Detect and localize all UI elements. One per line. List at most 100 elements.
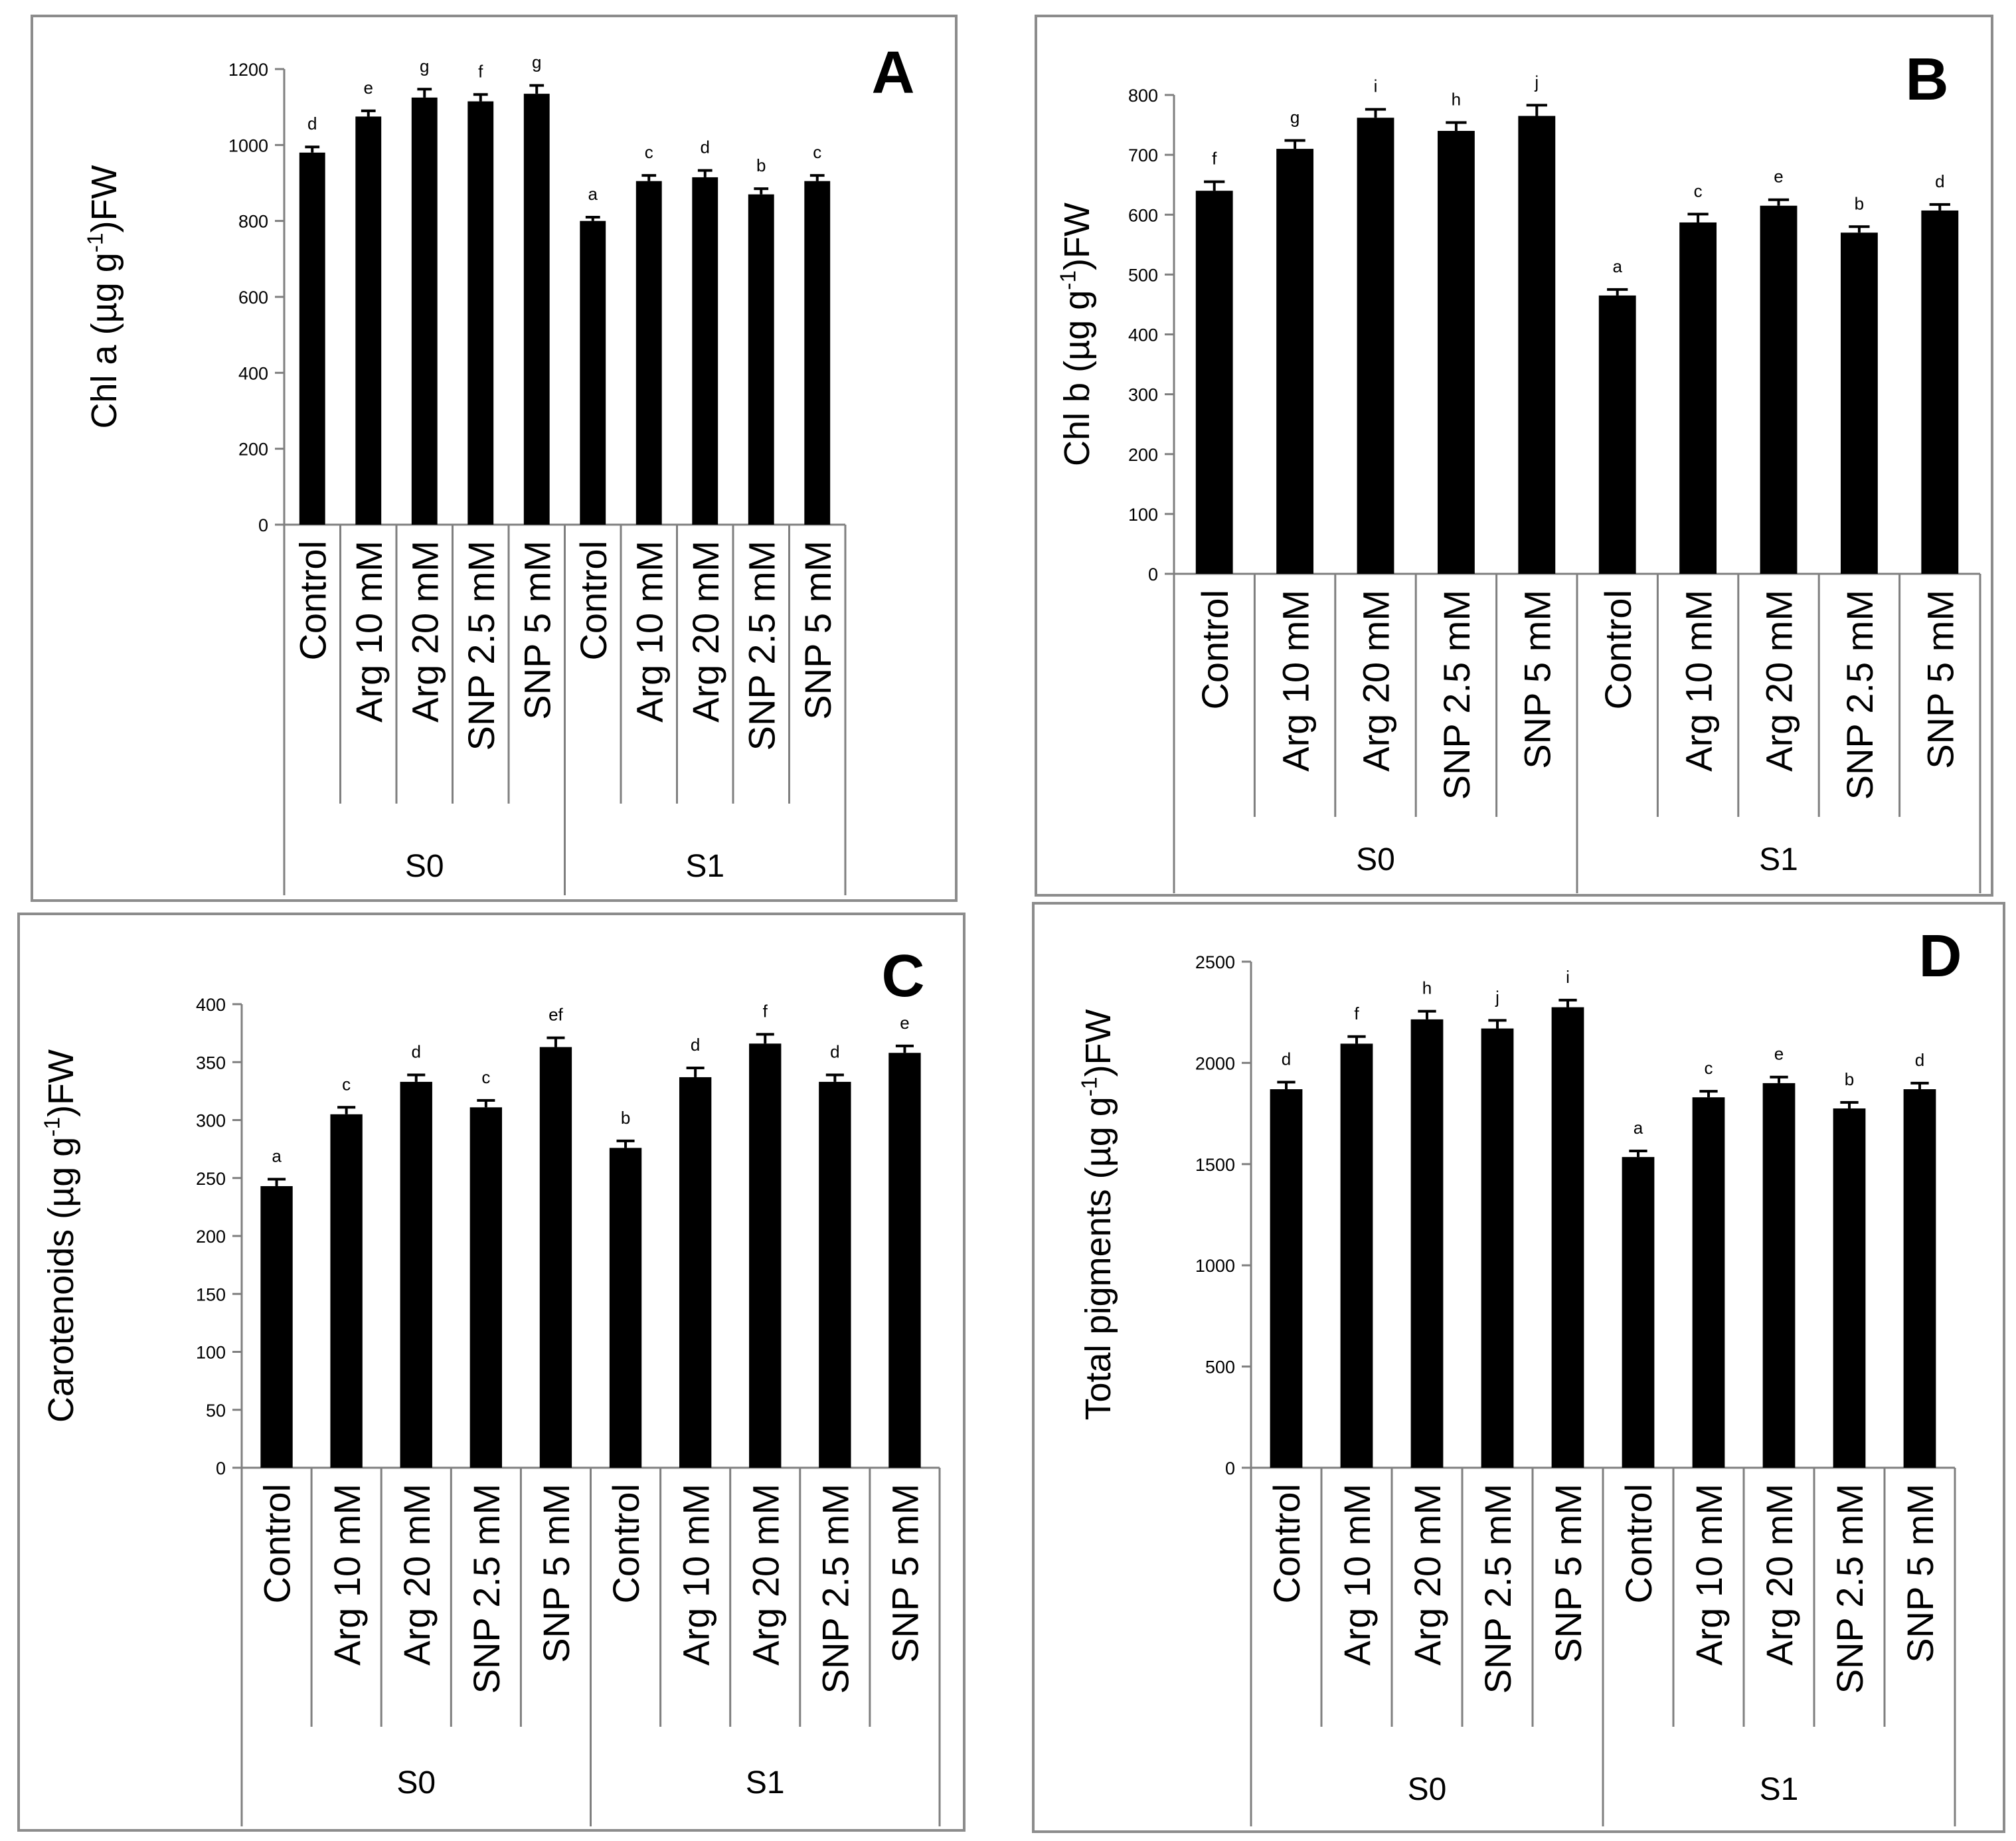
- category-label: Control: [1597, 590, 1639, 710]
- group-label: S1: [685, 849, 724, 884]
- significance-letter: d: [412, 1041, 421, 1061]
- y-axis-title-suffix: )FW: [1057, 203, 1097, 270]
- panel-letter: B: [1906, 46, 1949, 113]
- bar: [355, 116, 382, 525]
- bar: [469, 1107, 503, 1468]
- y-axis-title-unit: µg g: [41, 1137, 81, 1207]
- significance-letter: b: [756, 155, 766, 175]
- bar: [260, 1185, 293, 1468]
- category-label: Control: [1266, 1484, 1307, 1604]
- y-axis-title-suffix: )FW: [1078, 1009, 1118, 1077]
- bar: [467, 101, 494, 525]
- category-label: Control: [1618, 1484, 1659, 1604]
- chart-panel-c: 0 50 100 150 200 250 300 350 400 a Control c Arg 10 …: [17, 913, 966, 1832]
- category-label: Arg 10 mM: [628, 541, 670, 723]
- significance-letter: f: [1354, 1004, 1359, 1023]
- bar: [539, 1047, 572, 1468]
- y-tick-label: 200: [238, 440, 268, 460]
- y-tick-label: 100: [1128, 505, 1158, 525]
- bar: [609, 1148, 642, 1468]
- bar: [400, 1081, 432, 1468]
- significance-letter: c: [1705, 1058, 1713, 1078]
- category-label: Arg 10 mM: [1677, 590, 1719, 772]
- y-tick-label: 250: [196, 1169, 226, 1189]
- category-label: Arg 20 mM: [1758, 590, 1800, 772]
- y-tick-label: 0: [1225, 1458, 1235, 1478]
- bar: [679, 1077, 712, 1468]
- y-tick-label: 50: [206, 1401, 226, 1421]
- y-axis-title: Total pigments (µg g-1)FW: [1077, 1009, 1118, 1420]
- y-tick-label: 600: [1128, 205, 1158, 225]
- bar: [1410, 1019, 1444, 1468]
- bar: [1518, 116, 1556, 574]
- category-label: Arg 10 mM: [675, 1484, 716, 1666]
- bar: [1692, 1097, 1725, 1468]
- bar: [1357, 118, 1394, 574]
- bar: [1903, 1089, 1936, 1468]
- panel-frame: [1032, 902, 2005, 1833]
- bar: [580, 220, 606, 525]
- significance-letter: d: [830, 1041, 839, 1061]
- category-label: SNP 2.5 mM: [1829, 1484, 1871, 1694]
- panel-frame: [31, 15, 958, 902]
- y-tick-label: 0: [258, 515, 268, 535]
- y-axis-title-superscript: -1: [1056, 270, 1080, 290]
- significance-letter: b: [1855, 193, 1864, 213]
- y-axis-title: Chl a (µg g-1)FW: [83, 165, 124, 429]
- significance-letter: e: [900, 1013, 909, 1033]
- category-label: Arg 10 mM: [326, 1484, 368, 1666]
- category-label: SNP 5 mM: [884, 1484, 926, 1663]
- significance-letter: d: [691, 1035, 700, 1055]
- category-label: SNP 5 mM: [1516, 590, 1558, 769]
- category-label: Arg 20 mM: [396, 1484, 438, 1666]
- panel-letter: A: [872, 40, 915, 106]
- group-label: S1: [1759, 842, 1798, 877]
- bar: [804, 181, 831, 525]
- group-label: S1: [746, 1765, 785, 1800]
- significance-letter: e: [1774, 167, 1783, 187]
- category-label: SNP 5 mM: [1899, 1484, 1941, 1663]
- bar: [819, 1081, 851, 1468]
- category-label: Control: [1194, 590, 1236, 710]
- bar: [1760, 205, 1798, 574]
- significance-letter: d: [307, 114, 317, 133]
- bar: [1833, 1108, 1866, 1468]
- y-axis-title-suffix: )FW: [84, 165, 124, 233]
- category-label: SNP 2.5 mM: [1477, 1484, 1519, 1694]
- significance-letter: a: [1612, 256, 1622, 276]
- bar: [888, 1053, 921, 1468]
- significance-letter: f: [1212, 149, 1217, 169]
- y-tick-label: 1200: [228, 60, 268, 80]
- significance-letter: b: [1845, 1069, 1854, 1089]
- bar: [1598, 295, 1636, 574]
- significance-letter: d: [1282, 1049, 1291, 1069]
- bar: [411, 97, 438, 525]
- category-label: Arg 20 mM: [1758, 1484, 1800, 1666]
- category-label: SNP 5 mM: [797, 541, 839, 720]
- significance-letter: d: [1915, 1050, 1924, 1070]
- y-tick-label: 150: [196, 1284, 226, 1304]
- y-axis-title-superscript: -1: [1077, 1077, 1102, 1096]
- y-tick-label: 1500: [1195, 1155, 1235, 1175]
- significance-letter: c: [481, 1067, 490, 1087]
- significance-letter: ef: [548, 1005, 563, 1025]
- bar: [1340, 1043, 1373, 1468]
- bar: [1921, 210, 1959, 574]
- significance-letter: b: [621, 1108, 630, 1128]
- bar: [1622, 1157, 1655, 1468]
- category-label: Arg 20 mM: [744, 1484, 786, 1666]
- y-axis-title-superscript: -1: [83, 232, 108, 252]
- bar: [635, 181, 662, 525]
- bar: [1276, 149, 1314, 574]
- y-axis-title-unit: µg g: [84, 252, 124, 323]
- category-label: Control: [572, 541, 614, 661]
- significance-letter: j: [1534, 72, 1539, 92]
- chart-panel-b: 0 100 200 300 400 500 600 700 800 f Control g Arg 10…: [1035, 15, 1993, 897]
- y-axis-title-prefix: Chl a (: [84, 323, 124, 428]
- significance-letter: j: [1495, 987, 1499, 1007]
- group-label: S1: [1760, 1772, 1799, 1807]
- y-tick-label: 500: [1128, 265, 1158, 285]
- y-tick-label: 300: [196, 1111, 226, 1131]
- significance-letter: i: [1566, 967, 1570, 987]
- category-label: SNP 2.5 mM: [465, 1484, 507, 1694]
